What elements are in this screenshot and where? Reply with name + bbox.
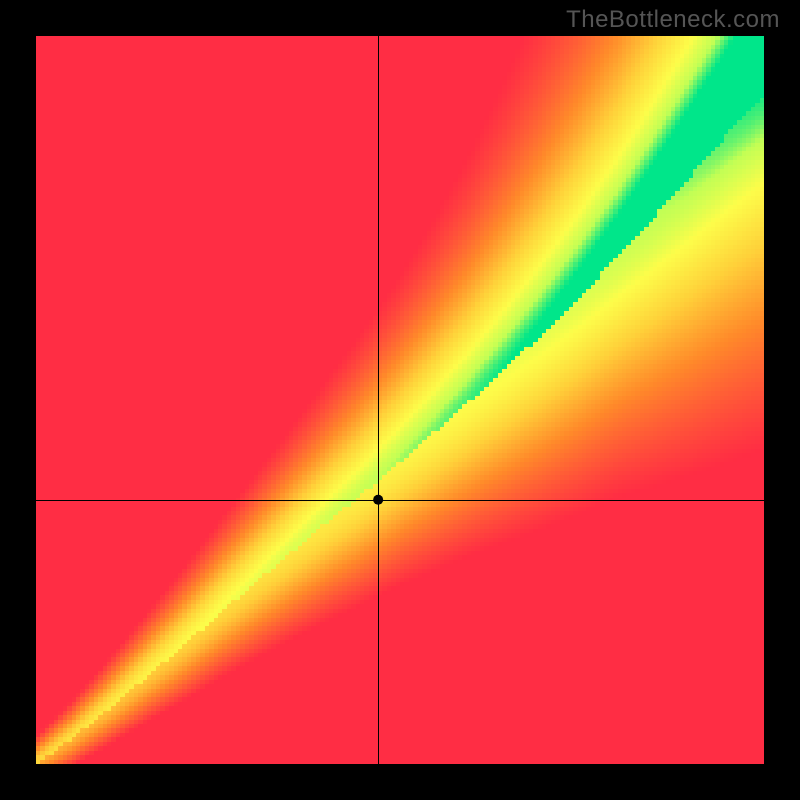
heatmap-canvas xyxy=(36,36,764,764)
watermark-text: TheBottleneck.com xyxy=(566,6,780,34)
plot-area xyxy=(36,36,764,764)
outer-frame: TheBottleneck.com Bottleneck heatmap wit… xyxy=(0,0,800,800)
